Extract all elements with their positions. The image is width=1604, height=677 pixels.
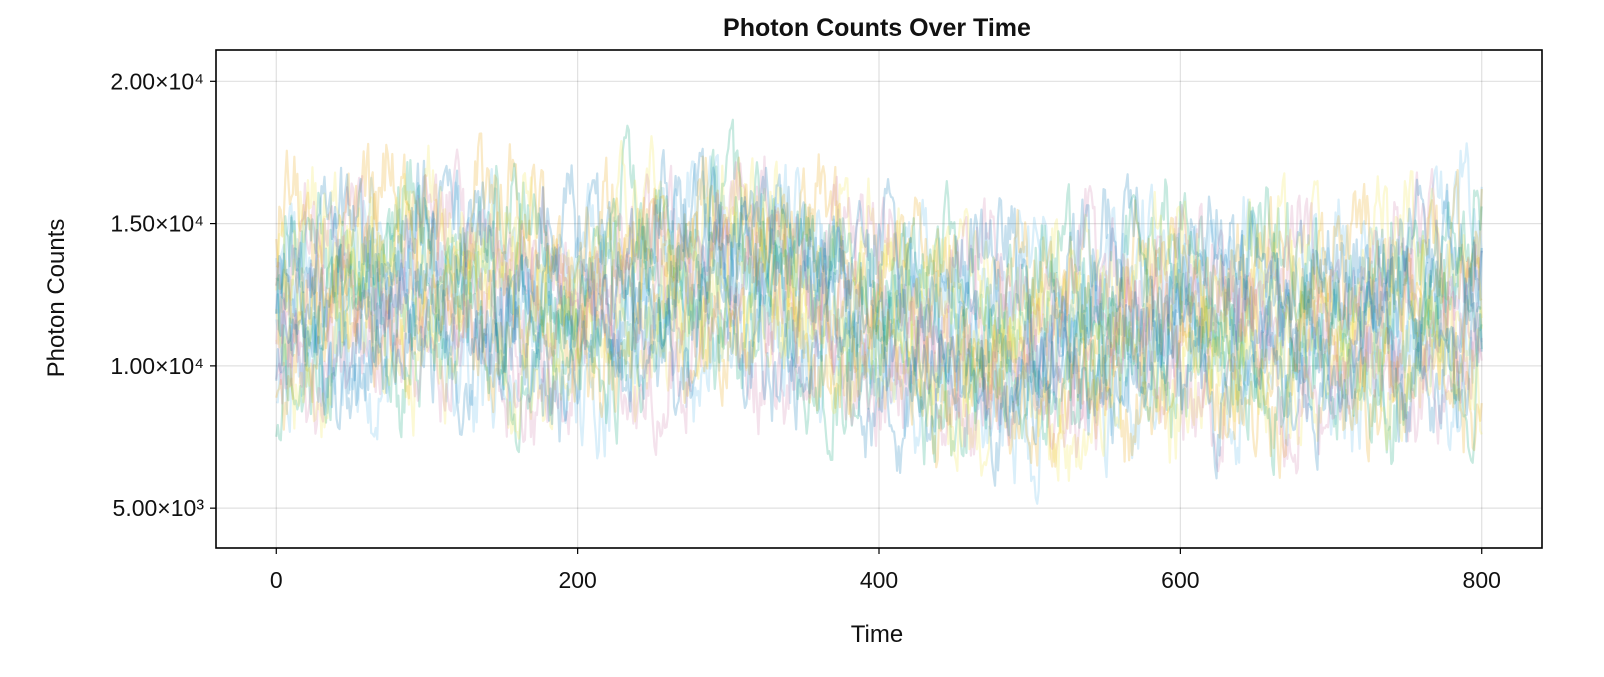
x-tick-label: 600: [1161, 567, 1199, 593]
y-tick-label: 2.00×10⁴: [110, 68, 204, 94]
series-line: [275, 132, 1483, 469]
series-line: [275, 158, 1483, 477]
series-line: [275, 153, 1483, 505]
series-line: [275, 118, 1483, 466]
series-line: [275, 155, 1483, 473]
y-tick-label: 5.00×10³: [113, 495, 205, 521]
series-line: [275, 139, 1483, 482]
series-line: [275, 147, 1483, 474]
x-tick-label: 0: [270, 567, 283, 593]
chart-title: Photon Counts Over Time: [723, 14, 1031, 42]
series-line: [275, 166, 1483, 480]
series-layer: [275, 118, 1483, 505]
tick-layer: 0 200 400 600 800 5.00×10³ 1.00×10⁴ 1.50×10⁴ 2.0…: [110, 68, 1501, 593]
series-line: [275, 149, 1483, 487]
series-line: [275, 144, 1483, 482]
y-axis-label: Photon Counts: [43, 219, 70, 378]
x-tick-label: 200: [558, 567, 596, 593]
x-tick-label: 800: [1463, 567, 1501, 593]
series-line: [275, 143, 1483, 463]
series-line: [275, 164, 1483, 475]
series-line: [275, 149, 1483, 479]
grid-layer: [216, 50, 1542, 548]
series-line: [275, 148, 1483, 459]
y-tick-label: 1.00×10⁴: [110, 353, 204, 379]
series-line: [275, 135, 1483, 477]
series-line: [275, 124, 1483, 462]
y-tick-label: 1.50×10⁴: [110, 211, 204, 237]
x-axis-label: Time: [851, 621, 903, 648]
series-line: [275, 163, 1483, 479]
x-tick-label: 400: [860, 567, 898, 593]
series-line: [275, 142, 1483, 485]
